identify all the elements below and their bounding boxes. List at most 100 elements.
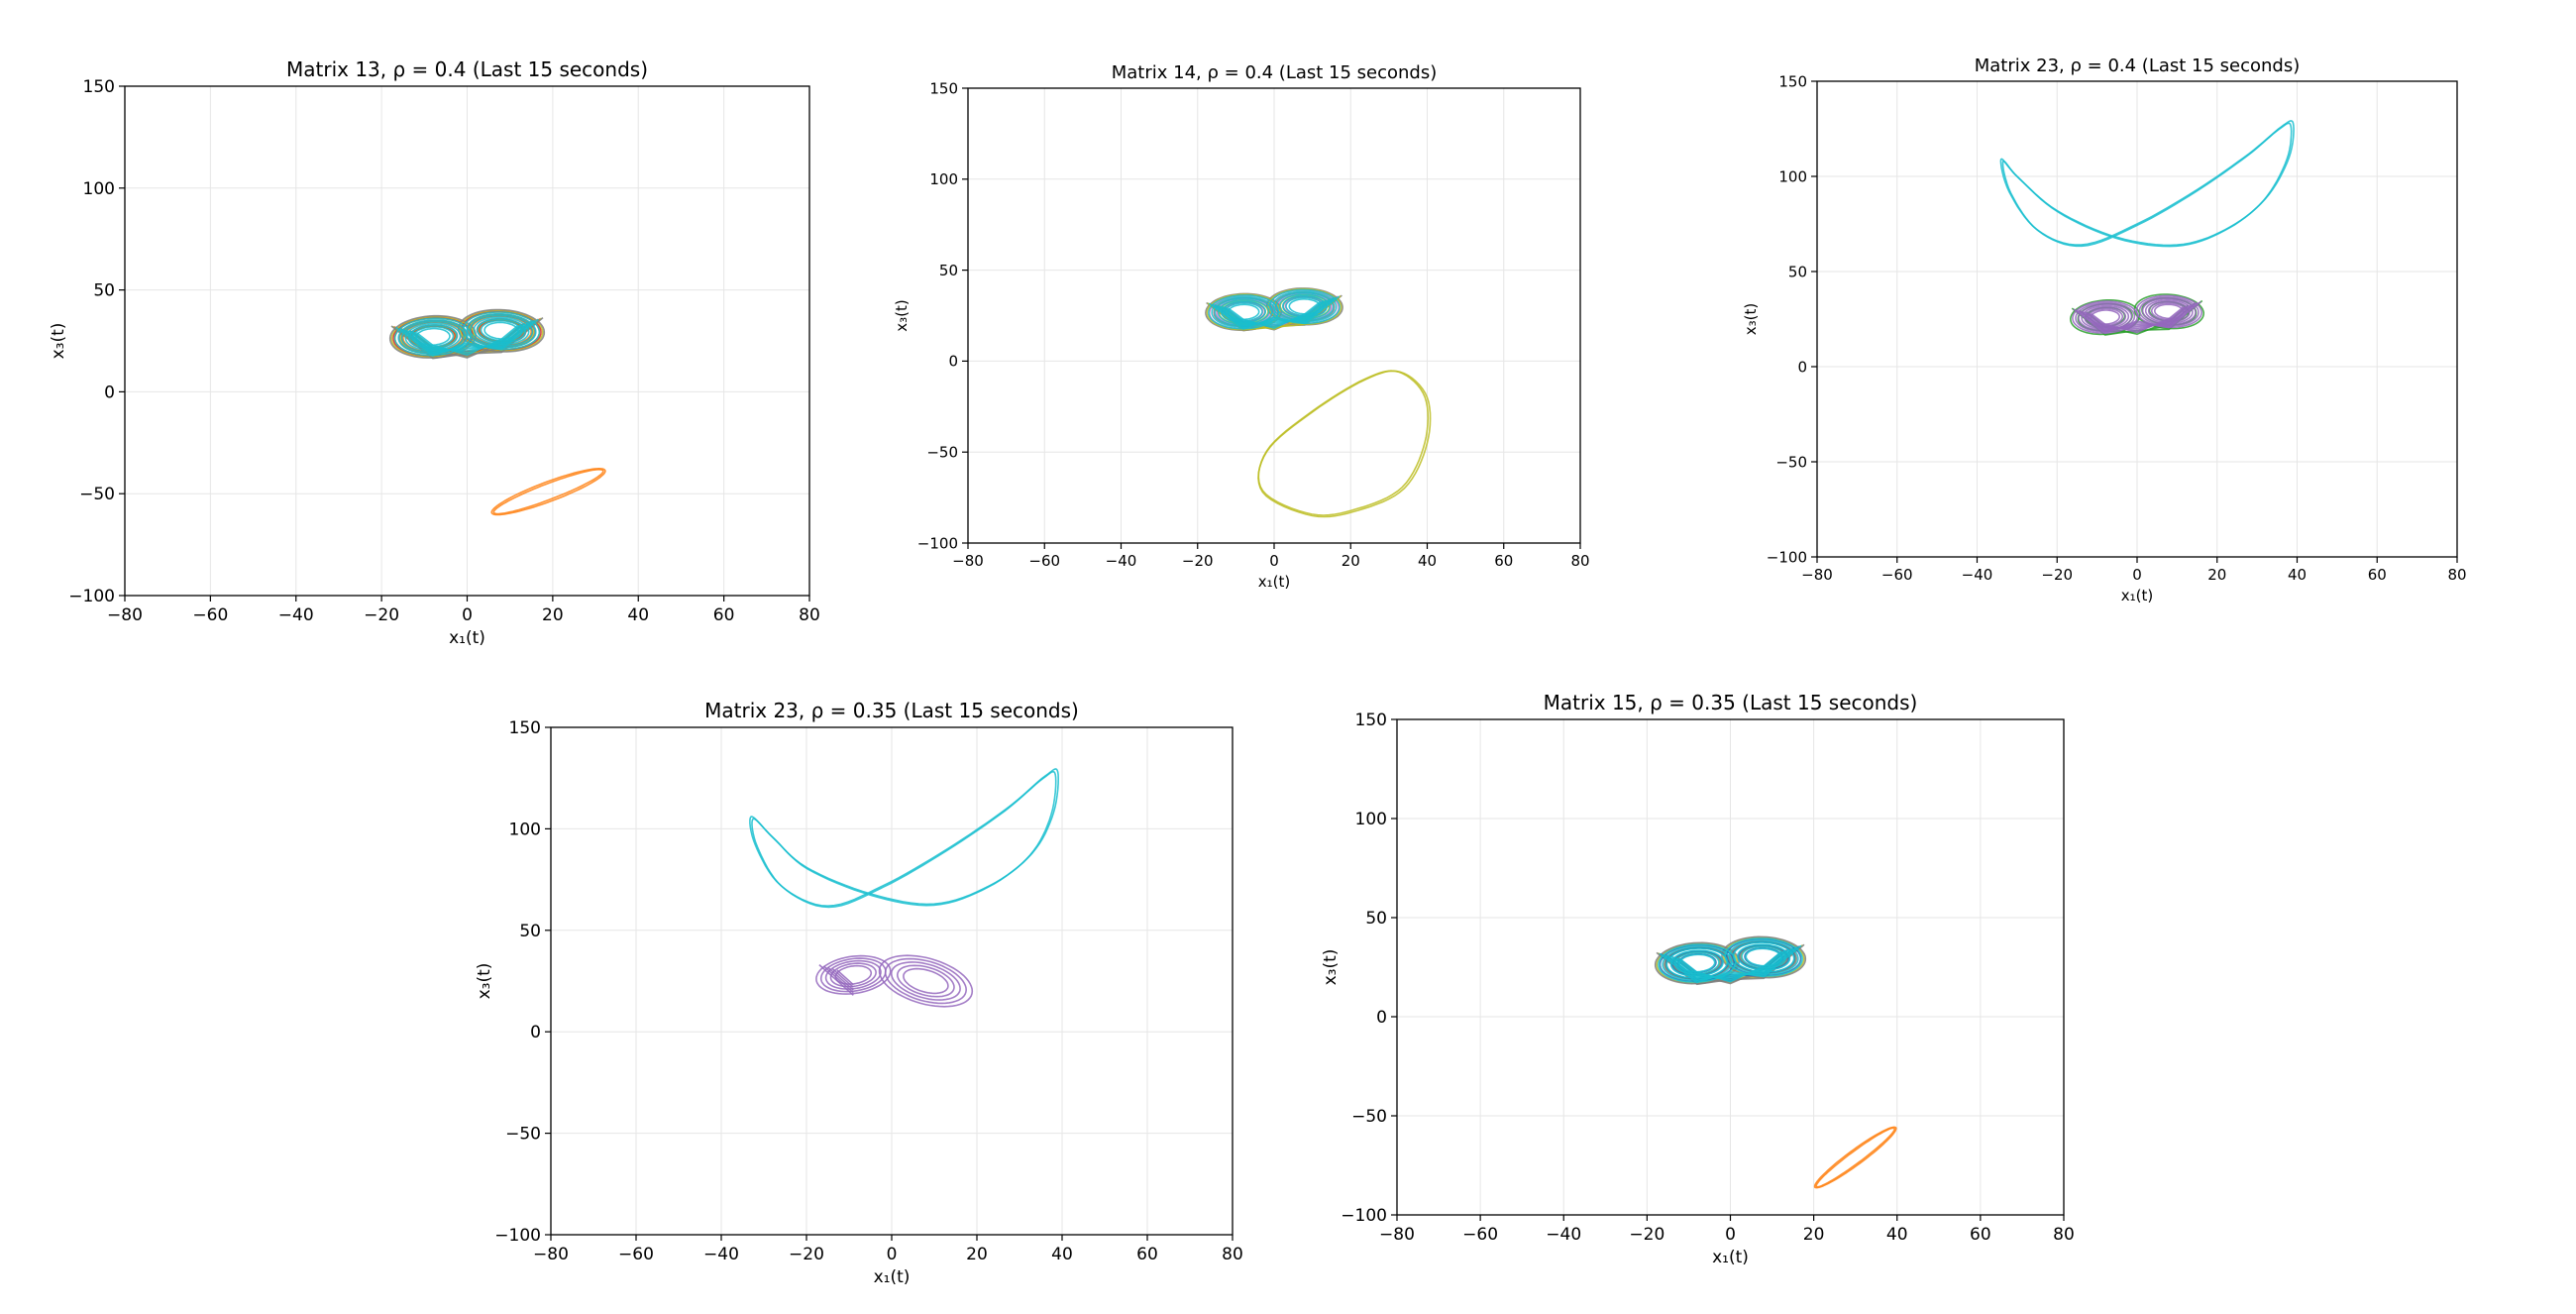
series-line — [1741, 945, 1786, 969]
series-line — [2091, 306, 2185, 334]
x-axis-label: x₁(t) — [874, 1267, 911, 1287]
series-line — [2133, 293, 2205, 330]
x-tick-label: −80 — [107, 605, 143, 625]
series-line — [409, 322, 526, 352]
x-tick-label: 80 — [799, 605, 820, 625]
x-tick-label: 0 — [887, 1245, 898, 1264]
series-line — [896, 964, 955, 998]
series-line — [1257, 370, 1432, 518]
series-line — [402, 320, 532, 354]
y-tick-label: 150 — [509, 718, 541, 738]
x-tick-label: 40 — [1418, 552, 1437, 570]
x-tick-label: 60 — [1970, 1225, 1991, 1245]
series-line — [878, 954, 974, 1008]
series-line — [415, 324, 519, 357]
plot-area — [388, 308, 606, 516]
y-tick-label: 150 — [1355, 711, 1387, 730]
series-line — [397, 319, 469, 355]
x-tick-label: −20 — [2041, 566, 2073, 584]
series-line — [1724, 937, 1803, 977]
chart-title: Matrix 23, ρ = 0.4 (Last 15 seconds) — [1975, 55, 2301, 76]
series-line — [1728, 939, 1799, 975]
series-line — [749, 768, 1060, 908]
series-line — [1666, 947, 1794, 980]
series-line — [1815, 1127, 1895, 1188]
x-tick-label: −80 — [952, 552, 984, 570]
x-tick-label: −60 — [618, 1245, 654, 1264]
series-line — [751, 770, 1057, 909]
y-axis-label: x₃(t) — [49, 323, 68, 360]
series-line — [1218, 298, 1331, 326]
series-line — [466, 312, 537, 349]
series-line — [393, 317, 473, 357]
series-line — [2147, 300, 2191, 323]
chart-panel-4: −80 −60 −40 −20 0 20 40 60 80 −100 −50 0 50 100 150 Mat… — [475, 699, 1243, 1287]
series-line — [2079, 302, 2196, 332]
chart-panel-2: −80 −60 −40 −20 0 20 40 60 80 −100 −50 0 50 100 150 Mat… — [893, 62, 1590, 591]
x-tick-label: 20 — [966, 1245, 988, 1264]
y-tick-label: 50 — [93, 281, 115, 301]
series-line — [1813, 1126, 1897, 1189]
x-tick-label: −60 — [1881, 566, 1913, 584]
series-line — [1674, 949, 1786, 981]
y-tick-label: −50 — [926, 443, 958, 461]
x-tick-label: −80 — [533, 1245, 569, 1264]
series-line — [395, 318, 539, 358]
series-line — [1679, 950, 1782, 983]
x-tick-label: −80 — [1801, 566, 1833, 584]
x-tick-label: −60 — [192, 605, 228, 625]
y-axis-label: x₃(t) — [1321, 949, 1341, 986]
x-tick-label: 80 — [2447, 566, 2466, 584]
y-tick-label: −50 — [1775, 453, 1807, 471]
y-tick-label: 0 — [530, 1023, 541, 1042]
x-tick-label: 60 — [1494, 552, 1513, 570]
series-line — [1663, 945, 1798, 982]
chart-panel-1: −80 −60 −40 −20 0 20 40 60 80 −100 −50 0 50 100 150 Mat… — [49, 57, 820, 648]
x-tick-label: −60 — [1462, 1225, 1498, 1245]
chart-title: Matrix 23, ρ = 0.35 (Last 15 seconds) — [704, 699, 1079, 722]
series-line — [1654, 941, 1740, 985]
y-tick-label: 50 — [1788, 263, 1807, 280]
series-line — [1659, 944, 1802, 984]
series-line — [1275, 291, 1335, 321]
y-tick-label: 100 — [83, 179, 115, 199]
y-tick-label: 50 — [519, 922, 541, 941]
series-line — [388, 314, 478, 359]
series-line — [1208, 294, 1280, 330]
series-line — [2073, 300, 2201, 335]
series-line — [1228, 301, 1321, 330]
series-line — [1278, 293, 1332, 320]
x-tick-label: −40 — [278, 605, 314, 625]
series-line — [1272, 290, 1338, 323]
series-line — [2072, 300, 2139, 334]
series-line — [2076, 301, 2199, 333]
series-line — [1215, 297, 1334, 327]
series-line — [1658, 943, 1737, 983]
x-tick-label: 20 — [542, 605, 564, 625]
series-line — [2141, 297, 2197, 326]
y-tick-label: 50 — [939, 262, 958, 279]
series-line — [473, 316, 530, 345]
plot-area — [1654, 935, 1897, 1189]
y-tick-label: 0 — [1797, 358, 1807, 376]
x-axis-label: x₁(t) — [449, 628, 485, 648]
chart-title: Matrix 13, ρ = 0.4 (Last 15 seconds) — [286, 57, 648, 81]
series-line — [827, 966, 854, 991]
x-axis-label: x₁(t) — [1258, 573, 1290, 591]
series-line — [1225, 300, 1324, 328]
x-tick-label: 0 — [2132, 566, 2142, 584]
series-line — [1268, 288, 1341, 325]
x-tick-label: 20 — [1803, 1225, 1825, 1245]
y-tick-label: −100 — [1767, 548, 1807, 566]
x-tick-label: −20 — [1182, 552, 1214, 570]
series-line — [398, 319, 536, 356]
series-line — [1737, 943, 1791, 971]
x-tick-label: −20 — [789, 1245, 824, 1264]
series-line — [405, 321, 529, 352]
y-tick-label: 0 — [1376, 1008, 1387, 1028]
x-tick-label: 20 — [1342, 552, 1360, 570]
y-axis-label: x₃(t) — [475, 963, 494, 1000]
x-axis-label: x₁(t) — [1712, 1248, 1749, 1267]
series-line — [412, 323, 522, 354]
y-tick-label: −100 — [1341, 1206, 1387, 1226]
